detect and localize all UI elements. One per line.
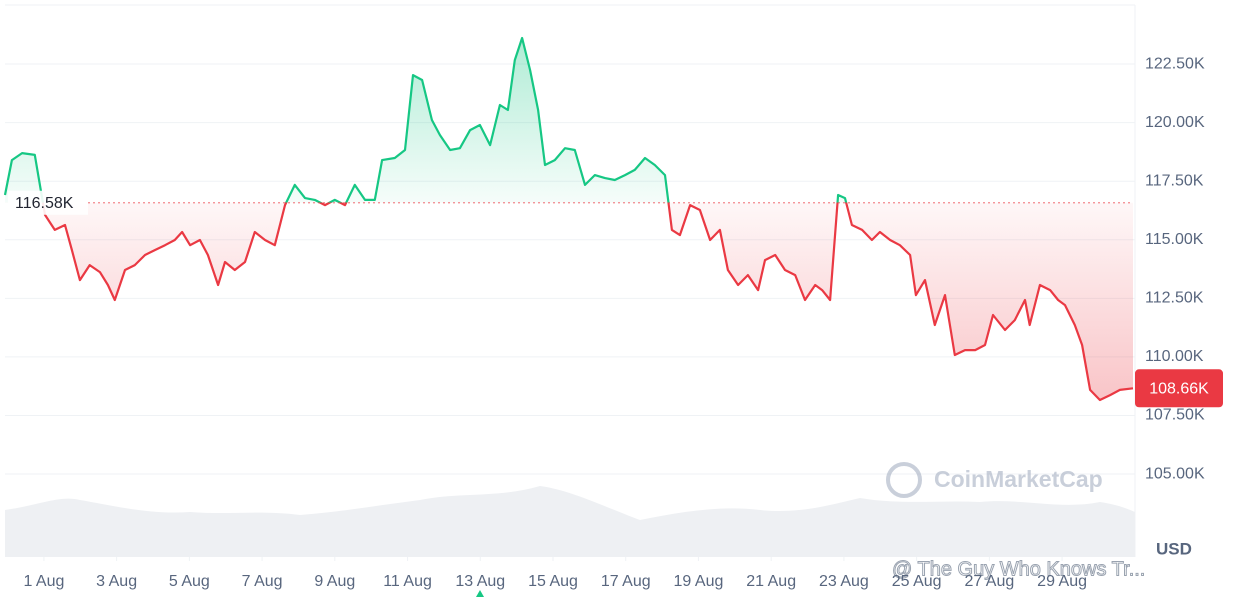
x-tick-label: 5 Aug	[169, 573, 210, 590]
current-label: 108.66K	[1149, 381, 1209, 398]
y-tick-label: 107.50K	[1145, 407, 1205, 424]
overlay-text: @ The Guy Who Knows Tr...	[892, 558, 1145, 580]
volume-area	[5, 486, 1135, 557]
area	[5, 38, 1133, 400]
price-line	[3, 36, 1134, 402]
y-tick-label: 122.50K	[1145, 55, 1205, 72]
unit-label: USD	[1156, 539, 1192, 558]
current-badge	[1135, 369, 1223, 408]
reference-label: 116.58K	[15, 195, 74, 212]
y-tick-label: 112.50K	[1145, 290, 1204, 307]
reference-label-bg	[8, 190, 88, 215]
x-tick-label: 15 Aug	[528, 573, 578, 590]
watermark: CoinMarketCap	[886, 462, 1103, 498]
x-tick-label: 7 Aug	[242, 573, 283, 590]
x-tick-label: 3 Aug	[96, 573, 137, 590]
watermark-text: CoinMarketCap	[934, 466, 1103, 492]
x-tick-label: 17 Aug	[601, 573, 651, 590]
x-tick-label: 25 Aug	[892, 573, 942, 590]
x-tick-label: 1 Aug	[23, 573, 64, 590]
y-tick-label: 105.00K	[1145, 465, 1205, 482]
x-tick-label: 27 Aug	[964, 573, 1014, 590]
x-tick-label: 23 Aug	[819, 573, 869, 590]
x-tick-label: 29 Aug	[1037, 573, 1087, 590]
watermark-logo	[886, 462, 922, 498]
y-tick-label: 115.00K	[1145, 231, 1204, 248]
y-tick-label: 120.00K	[1145, 114, 1205, 131]
x-tick-label: 21 Aug	[746, 573, 796, 590]
x-tick-label: 9 Aug	[314, 573, 355, 590]
x-tick-label: 11 Aug	[383, 573, 432, 590]
y-tick-label: 110.00K	[1145, 348, 1204, 365]
x-tick-label: 19 Aug	[674, 573, 724, 590]
x-tick-label: 13 Aug	[455, 573, 505, 590]
marker	[476, 590, 484, 597]
y-tick-label: 117.50K	[1145, 172, 1204, 189]
